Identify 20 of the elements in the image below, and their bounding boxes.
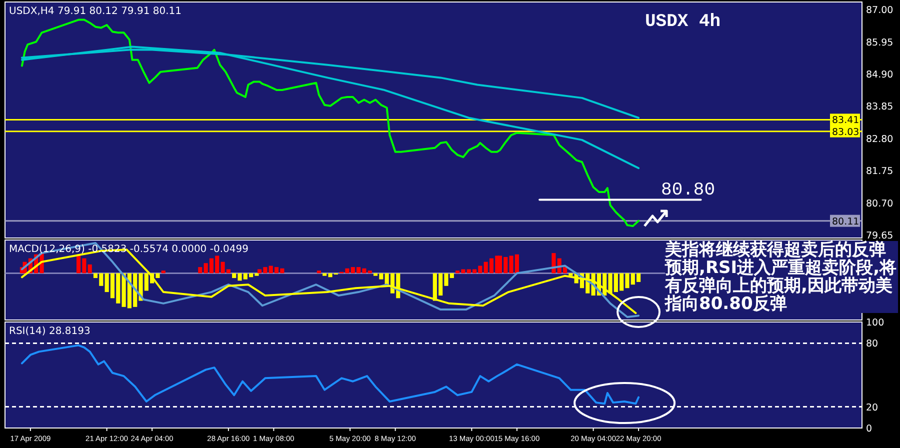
- y-tick-label: 85.95: [866, 37, 894, 48]
- ref-line-label: 80.11: [832, 216, 860, 228]
- y-tick-label: 81.75: [866, 166, 894, 178]
- y-tick-label: 80.70: [866, 198, 894, 210]
- y-tick-label: 20: [866, 402, 878, 414]
- annotation: 80.80: [661, 180, 716, 201]
- ref-line-label: 83.03: [832, 126, 860, 138]
- ref-line-label: 83.41: [832, 115, 860, 126]
- y-tick-label: 83.85: [866, 102, 894, 113]
- y-tick-label: 84.90: [866, 70, 894, 81]
- y-tick-label: 100: [866, 318, 884, 328]
- y-tick-label: 0: [866, 424, 872, 434]
- y-tick-label: 79.65: [866, 230, 894, 242]
- y-tick-label: 87.00: [866, 5, 894, 16]
- y-tick-label: 80: [866, 338, 878, 350]
- y-tick-label: 82.80: [866, 134, 894, 145]
- text: USDX 4h: [645, 12, 721, 32]
- annotation: RSI(14) 28.8193: [9, 326, 90, 337]
- annotation: USDX,H4 79.91 80.12 79.91 80.11: [9, 6, 182, 17]
- annotation: 美指将继续获得超卖后的反弹预期,RSI进入严重超卖阶段,将有反弹向上的预期,因此带动美指向80.80反弹: [665, 240, 898, 314]
